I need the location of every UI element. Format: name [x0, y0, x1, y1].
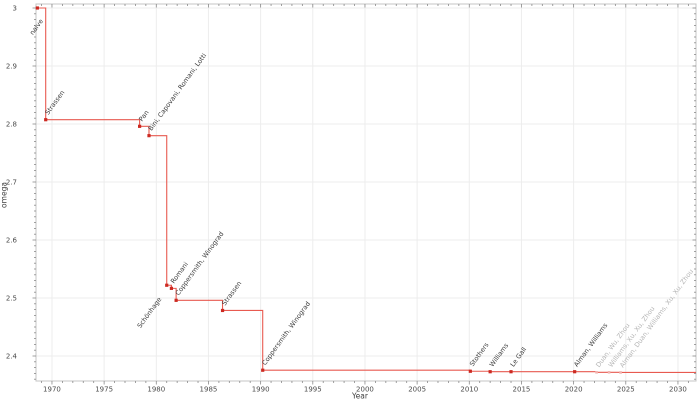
data-point: [261, 368, 265, 372]
data-point: [607, 371, 611, 374]
data-point: [147, 134, 151, 138]
x-tick-label: 2030: [669, 386, 687, 394]
y-tick-label: 3: [13, 4, 17, 12]
data-point: [138, 124, 142, 128]
data-point: [169, 286, 174, 290]
gridlines: [36, 4, 696, 381]
x-tick-label: 1975: [95, 386, 113, 394]
data-point: [174, 298, 178, 302]
y-tick-label: 2.7: [6, 178, 17, 186]
x-axis-label: Year: [351, 392, 369, 401]
x-tick-label: 2005: [408, 386, 426, 394]
x-tick-label: 2015: [513, 386, 531, 394]
data-point: [619, 371, 622, 374]
data-point: [165, 283, 169, 287]
x-tick-label: 1995: [304, 386, 322, 394]
y-tick-label: 2.4: [6, 352, 18, 360]
data-point: [220, 308, 225, 313]
data-point: [35, 6, 39, 10]
data-point: [509, 370, 513, 374]
step-line-series: [35, 6, 696, 374]
x-tick-label: 2025: [617, 386, 635, 394]
x-tick-label: 1985: [200, 386, 218, 394]
data-point: [573, 370, 577, 374]
y-tick-label: 2.9: [6, 62, 17, 70]
y-axis-label: omega: [0, 182, 9, 208]
data-point: [488, 370, 492, 374]
data-point: [468, 369, 472, 373]
y-tick-label: 2.5: [6, 294, 17, 302]
data-point: [595, 371, 598, 374]
x-tick-label: 1970: [43, 386, 61, 394]
y-tick-label: 2.8: [6, 120, 17, 128]
x-tick-label: 1990: [252, 386, 270, 394]
axis-tick-labels: 1970 1975 1980 1985 1990 1995 2000 2005 2010 2015…: [6, 4, 687, 393]
axis-ticks: [32, 4, 696, 385]
x-tick-label: 2020: [565, 386, 583, 394]
plot-border: [35, 3, 697, 382]
x-tick-label: 1980: [147, 386, 165, 394]
data-point: [44, 118, 48, 122]
y-tick-label: 2.6: [6, 236, 18, 244]
x-tick-label: 2000: [356, 386, 374, 394]
x-tick-label: 2010: [460, 386, 478, 394]
